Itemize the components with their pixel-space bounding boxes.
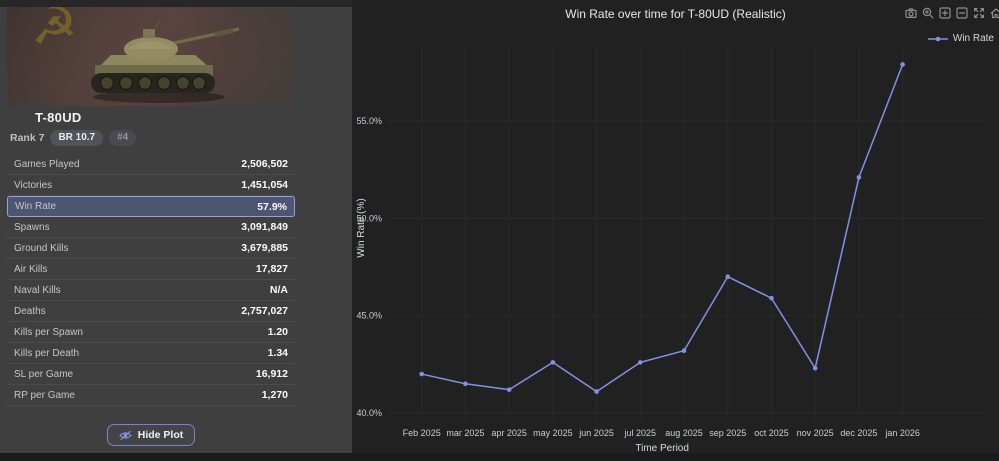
x-tick-label: may 2025 bbox=[533, 428, 573, 438]
camera-icon[interactable] bbox=[904, 6, 918, 20]
hide-plot-wrap: Hide Plot bbox=[7, 424, 295, 446]
panel-top-strip bbox=[0, 0, 352, 7]
stat-label: Spawns bbox=[14, 221, 50, 233]
zoom-icon[interactable] bbox=[921, 6, 935, 20]
bottom-strip bbox=[0, 453, 999, 461]
y-tick-label: 55.0% bbox=[356, 116, 382, 126]
stat-row[interactable]: SL per Game 16,912 bbox=[7, 364, 295, 385]
y-tick-label: 45.0% bbox=[356, 311, 382, 321]
x-tick-label: oct 2025 bbox=[754, 428, 789, 438]
stat-value: 16,912 bbox=[255, 368, 288, 380]
legend-label: Win Rate bbox=[952, 33, 994, 44]
stat-value: 17,827 bbox=[255, 263, 288, 275]
x-tick-label: jan 2026 bbox=[884, 428, 920, 438]
stat-label: Air Kills bbox=[14, 263, 48, 275]
stat-row[interactable]: Games Played 2,506,502 bbox=[7, 154, 295, 175]
data-point[interactable] bbox=[463, 381, 468, 387]
vehicle-name: T-80UD bbox=[35, 110, 82, 125]
vehicle-stats-panel: ☭ T-80UD Rank 7 BR 10.7 #4 Games Played 2… bbox=[0, 0, 352, 461]
x-axis-title: Time Period bbox=[635, 443, 689, 454]
x-tick-label: sep 2025 bbox=[709, 428, 746, 438]
chart-title: Win Rate over time for T-80UD (Realistic… bbox=[565, 7, 786, 21]
data-point[interactable] bbox=[506, 387, 512, 392]
stat-value: 57.9% bbox=[257, 200, 287, 213]
rank-label: Rank 7 bbox=[10, 131, 45, 144]
stat-row[interactable]: Air Kills 17,827 bbox=[7, 259, 295, 280]
stat-label: SL per Game bbox=[14, 368, 74, 380]
x-tick-label: jul 2025 bbox=[624, 428, 657, 438]
x-tick-label: aug 2025 bbox=[665, 428, 703, 438]
zoom-in-icon[interactable] bbox=[938, 6, 952, 20]
stat-value: 3,091,849 bbox=[241, 221, 288, 233]
legend-item-win-rate[interactable]: Win Rate bbox=[927, 33, 994, 44]
y-tick-label: 40.0% bbox=[356, 408, 382, 418]
data-point[interactable] bbox=[638, 360, 643, 365]
stat-value: 3,679,885 bbox=[241, 242, 288, 254]
data-point[interactable] bbox=[725, 274, 731, 280]
plot-area[interactable]: 40.0% 45.0% 50.0% 55.0% Feb 2025 mar 2025 apr … bbox=[352, 0, 999, 461]
stat-row-selected[interactable]: Win Rate 57.9% bbox=[7, 196, 295, 217]
data-point[interactable] bbox=[812, 365, 818, 371]
x-tick-label: nov 2025 bbox=[797, 428, 834, 438]
br-badge: BR 10.7 bbox=[50, 129, 104, 146]
stat-row[interactable]: Kills per Death 1.34 bbox=[7, 343, 295, 364]
win-rate-chart-panel: Win Rate over time for T-80UD (Realistic… bbox=[352, 0, 999, 461]
data-point[interactable] bbox=[550, 360, 556, 365]
stat-row[interactable]: Spawns 3,091,849 bbox=[7, 217, 295, 238]
stat-label: Deaths bbox=[14, 305, 46, 317]
data-point[interactable] bbox=[681, 348, 687, 353]
x-tick-label: apr 2025 bbox=[491, 428, 527, 438]
stat-value: 1.34 bbox=[267, 347, 288, 359]
stat-label: Games Played bbox=[14, 158, 80, 170]
legend-line-marker-icon bbox=[927, 36, 948, 41]
stat-value: 1,451,054 bbox=[241, 179, 288, 191]
eye-slash-icon bbox=[118, 430, 132, 440]
stat-label: RP per Game bbox=[14, 389, 75, 401]
stat-row[interactable]: Ground Kills 3,679,885 bbox=[7, 238, 295, 259]
stat-value: 2,757,027 bbox=[241, 305, 288, 317]
data-point[interactable] bbox=[419, 371, 424, 377]
stat-value: 1.20 bbox=[267, 326, 288, 338]
hide-plot-label: Hide Plot bbox=[137, 429, 184, 441]
stat-value: 1,270 bbox=[261, 389, 288, 401]
tank-image bbox=[91, 18, 240, 103]
stat-row[interactable]: RP per Game 1,270 bbox=[7, 385, 295, 406]
stat-label: Victories bbox=[14, 179, 53, 191]
win-rate-line bbox=[421, 64, 904, 393]
stats-list: Games Played 2,506,502 Victories 1,451,054 W… bbox=[7, 154, 295, 406]
vehicle-meta-row: Rank 7 BR 10.7 #4 bbox=[10, 129, 137, 146]
soviet-flag-background: ☭ bbox=[7, 7, 295, 106]
stat-row[interactable]: Victories 1,451,054 bbox=[7, 175, 295, 196]
y-axis-title: Win Rate (%) bbox=[356, 198, 367, 257]
hide-plot-button[interactable]: Hide Plot bbox=[106, 424, 196, 446]
position-badge: #4 bbox=[109, 129, 137, 146]
data-point[interactable] bbox=[594, 389, 599, 394]
stat-label: Kills per Spawn bbox=[14, 326, 83, 338]
hammer-sickle-icon: ☭ bbox=[31, 7, 78, 57]
data-point[interactable] bbox=[900, 62, 905, 67]
data-point[interactable] bbox=[856, 175, 862, 180]
stat-value: N/A bbox=[269, 284, 288, 296]
stat-label: Ground Kills bbox=[14, 242, 69, 254]
x-tick-label: dec 2025 bbox=[840, 428, 877, 438]
stat-label: Kills per Death bbox=[14, 347, 80, 359]
x-tick-label: mar 2025 bbox=[446, 428, 484, 438]
autoscale-icon[interactable] bbox=[972, 6, 986, 20]
x-tick-label: jun 2025 bbox=[578, 428, 614, 438]
x-tick-label: Feb 2025 bbox=[403, 428, 441, 438]
stat-label: Win Rate bbox=[15, 201, 57, 212]
plot-modebar bbox=[904, 6, 999, 20]
stat-row[interactable]: Deaths 2,757,027 bbox=[7, 301, 295, 322]
zoom-out-icon[interactable] bbox=[955, 6, 969, 20]
y-tick-label: 50.0% bbox=[356, 213, 382, 223]
stat-value: 2,506,502 bbox=[241, 158, 288, 170]
stat-label: Naval Kills bbox=[14, 284, 61, 296]
data-point[interactable] bbox=[769, 295, 774, 301]
reset-axes-home-icon[interactable] bbox=[989, 6, 999, 20]
stat-row[interactable]: Kills per Spawn 1.20 bbox=[7, 322, 295, 343]
stat-row[interactable]: Naval Kills N/A bbox=[7, 280, 295, 301]
